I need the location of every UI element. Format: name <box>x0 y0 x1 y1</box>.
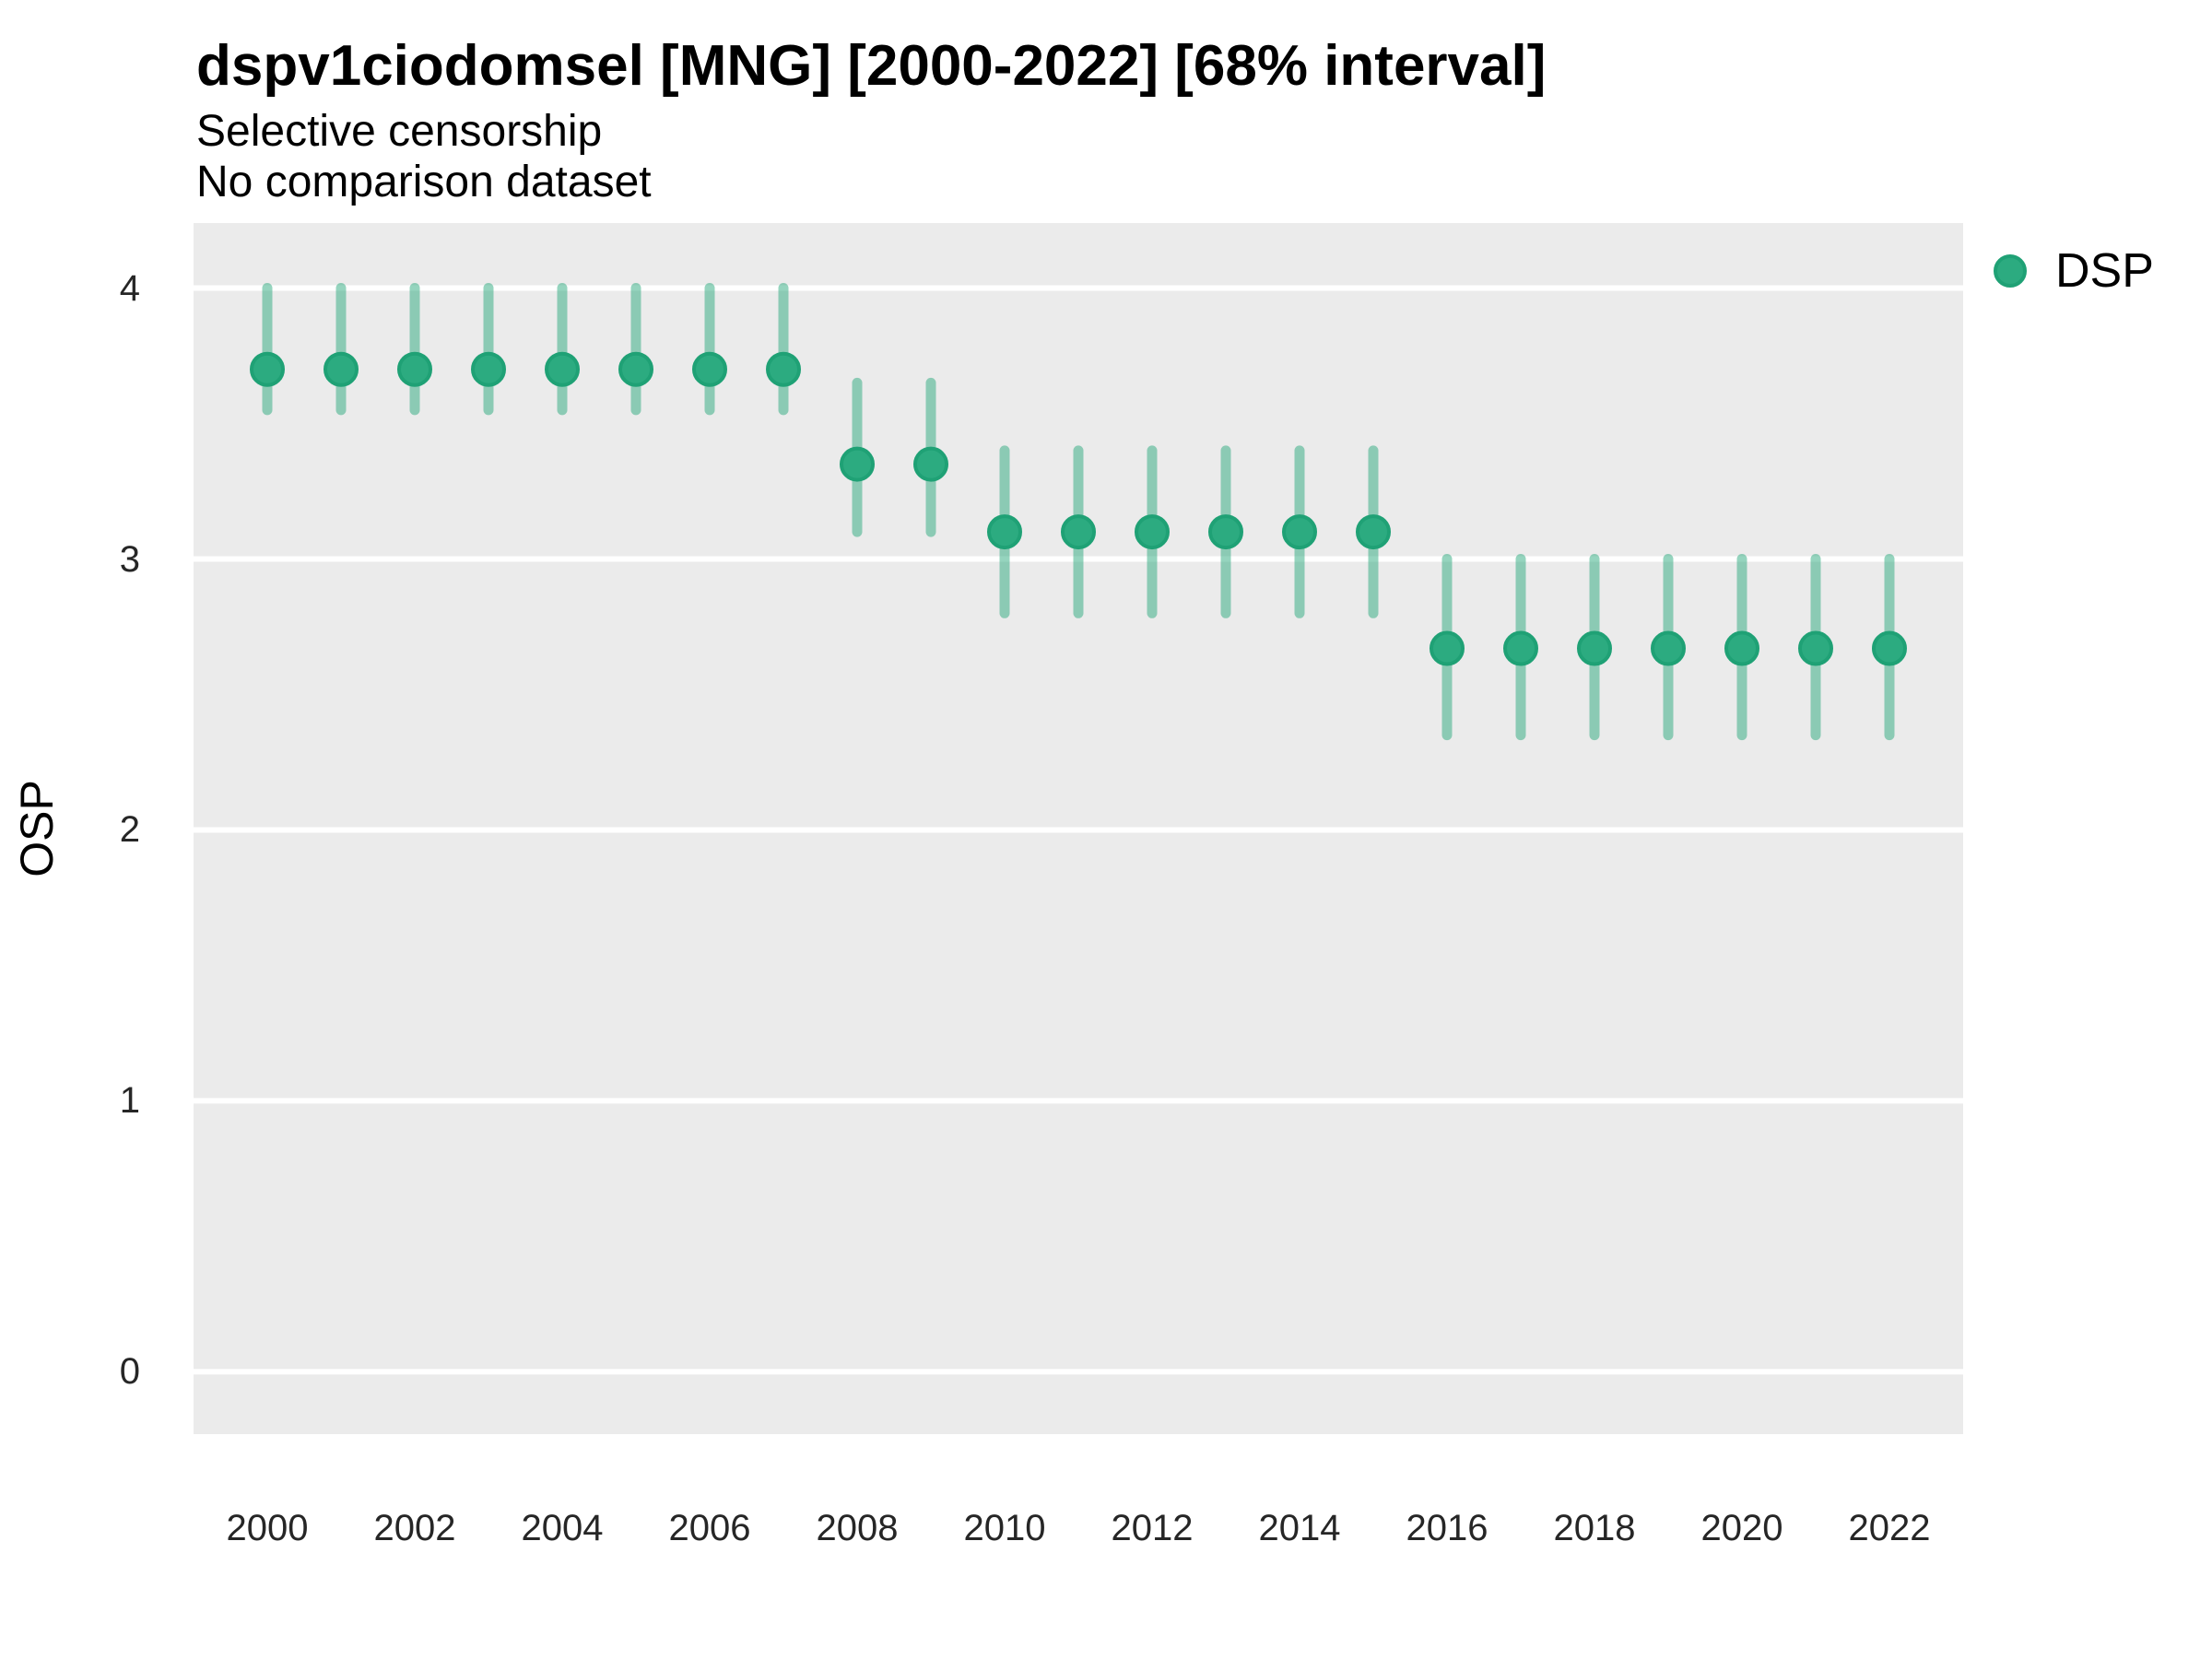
data-point-2006 <box>692 351 727 387</box>
chart-subtitle-line2: No comparison dataset <box>196 158 652 206</box>
data-point-2016 <box>1430 630 1465 666</box>
data-point-2015 <box>1356 514 1391 550</box>
data-point-2009 <box>913 446 948 482</box>
x-tick-label-2006: 2006 <box>668 1508 751 1548</box>
data-point-2022 <box>1872 630 1907 666</box>
data-point-2013 <box>1208 514 1243 550</box>
legend-marker-icon <box>1994 254 2027 288</box>
legend-label: DSP <box>2055 244 2154 298</box>
data-point-2012 <box>1135 514 1170 550</box>
y-tick-label-0: 0 <box>119 1351 140 1393</box>
x-tick-label-2010: 2010 <box>963 1508 1046 1548</box>
y-tick-label-3: 3 <box>119 538 140 580</box>
data-point-2002 <box>397 351 432 387</box>
chart-title: dspv1ciodomsel [MNG] [2000-2022] [68% in… <box>196 34 1547 98</box>
data-point-2005 <box>618 351 653 387</box>
x-tick-label-2008: 2008 <box>816 1508 899 1548</box>
data-point-2011 <box>1061 514 1096 550</box>
data-point-2019 <box>1651 630 1686 666</box>
x-tick-label-2012: 2012 <box>1111 1508 1194 1548</box>
data-point-2004 <box>545 351 580 387</box>
x-tick-label-2002: 2002 <box>373 1508 456 1548</box>
data-point-2017 <box>1503 630 1538 666</box>
data-point-2000 <box>250 351 285 387</box>
plot-panel <box>194 223 1963 1434</box>
x-tick-label-2000: 2000 <box>226 1508 309 1548</box>
x-tick-label-2018: 2018 <box>1553 1508 1636 1548</box>
data-point-2021 <box>1798 630 1833 666</box>
data-point-2018 <box>1577 630 1612 666</box>
x-tick-label-2020: 2020 <box>1700 1508 1783 1548</box>
data-point-2001 <box>324 351 359 387</box>
y-tick-label-1: 1 <box>119 1080 140 1122</box>
data-point-2020 <box>1724 630 1759 666</box>
data-point-2014 <box>1282 514 1317 550</box>
data-point-2003 <box>471 351 506 387</box>
y-tick-label-2: 2 <box>119 809 140 851</box>
plot-area-svg <box>194 283 1963 1375</box>
y-tick-label-4: 4 <box>119 267 140 309</box>
x-tick-label-2014: 2014 <box>1258 1508 1341 1548</box>
data-point-2007 <box>766 351 801 387</box>
legend: DSP <box>1989 247 2154 295</box>
x-tick-label-2022: 2022 <box>1848 1508 1931 1548</box>
x-tick-label-2004: 2004 <box>521 1508 604 1548</box>
data-point-2008 <box>840 446 875 482</box>
data-point-2010 <box>987 514 1022 550</box>
x-tick-label-2016: 2016 <box>1406 1508 1488 1548</box>
chart-subtitle-line1: Selective censorship <box>196 107 603 156</box>
